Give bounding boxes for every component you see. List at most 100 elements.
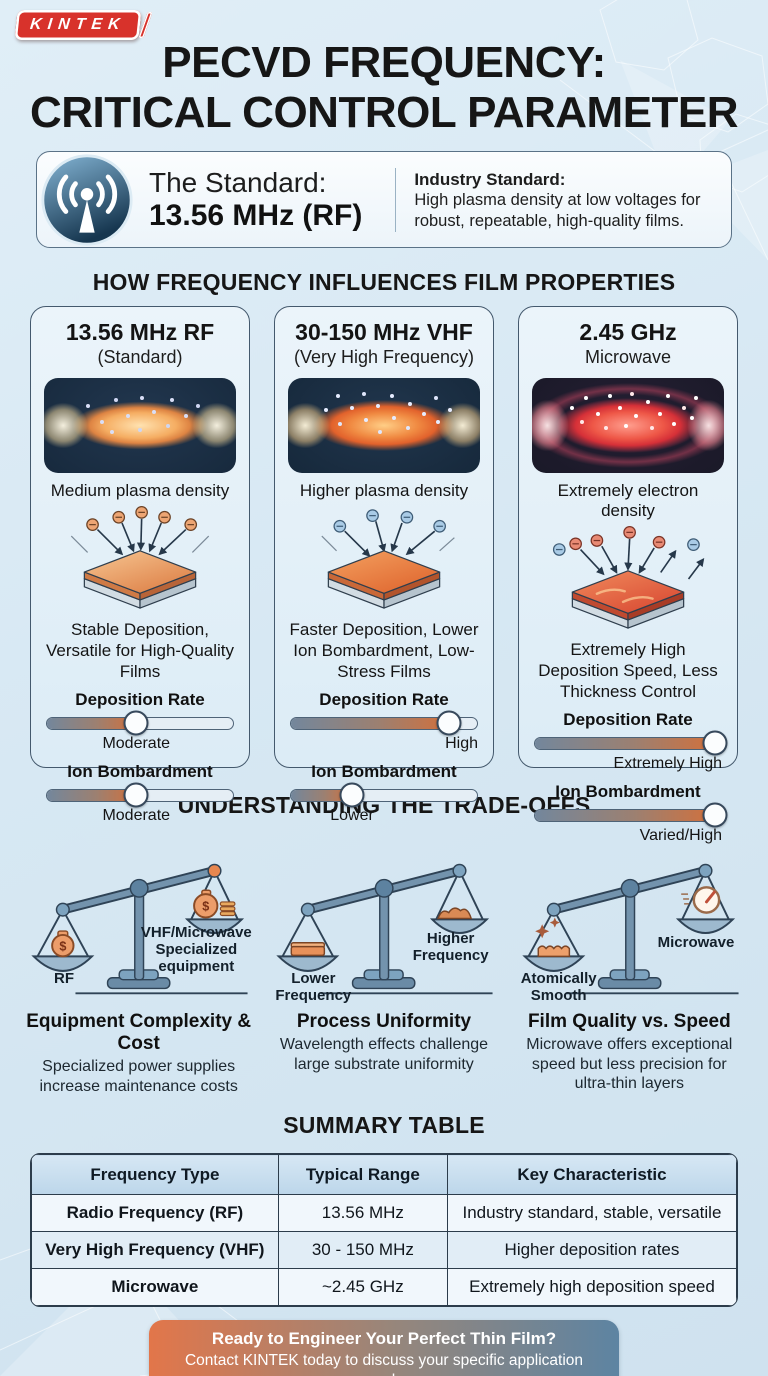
- page-title-line2: CRITICAL CONTROL PARAMETER: [29, 87, 739, 137]
- summary-table: Frequency Type Typical Range Key Charact…: [30, 1153, 738, 1308]
- page-title-line1: PECVD FREQUENCY:: [162, 38, 606, 87]
- card-description: Faster Deposition, Lower Ion Bombardment…: [289, 620, 479, 681]
- balance-scale-icon: Atomically Smooth Microwave: [513, 823, 746, 1009]
- svg-text:$: $: [202, 900, 209, 914]
- standard-label: The Standard:: [149, 166, 327, 198]
- scale-left-label: Atomically Smooth: [520, 970, 597, 1005]
- tradeoff-process-uniformity: Lower Frequency Higher Frequency Process…: [267, 823, 500, 1096]
- slider-track[interactable]: [534, 802, 728, 828]
- card-rf: 13.56 MHz RF (Standard) Medium plasma de…: [30, 306, 250, 824]
- ion-bombardment-slider: Ion Bombardment Moderate: [41, 762, 239, 827]
- card-description: Stable Deposition, Versatile for High-Qu…: [45, 620, 235, 681]
- deposition-rate-slider: Deposition Rate Moderate: [41, 690, 239, 755]
- slider-value: Lower: [330, 806, 374, 824]
- table-row: Very High Frequency (VHF) 30 - 150 MHz H…: [31, 1231, 737, 1270]
- card-title: 2.45 GHz: [579, 319, 677, 346]
- tradeoff-text: Wavelength effects challenge large subst…: [279, 1036, 489, 1073]
- tradeoff-equipment-cost: $ $ RF VHF/Microwave Specialized equipme…: [22, 823, 255, 1096]
- slider-knob[interactable]: [123, 782, 149, 808]
- slider-label: Ion Bombardment: [67, 761, 213, 781]
- card-title: 30-150 MHz VHF: [295, 319, 473, 346]
- scale-right-label: Microwave: [657, 934, 735, 952]
- contact-cta-button[interactable]: Ready to Engineer Your Perfect Thin Film…: [149, 1320, 619, 1376]
- standard-headline: The Standard: 13.56 MHz (RF): [149, 167, 389, 233]
- slider-fill: [47, 717, 137, 729]
- slider-knob[interactable]: [702, 730, 728, 756]
- ion-bombardment-slider: Ion Bombardment Lower: [285, 762, 483, 827]
- slider-track[interactable]: [46, 782, 234, 808]
- slider-track[interactable]: [290, 710, 478, 736]
- card-microwave: 2.45 GHz Microwave Extremely electron de…: [518, 306, 738, 844]
- cell-key-characteristic: Extremely high deposition speed: [446, 1268, 737, 1307]
- cell-key-characteristic: Higher deposition rates: [446, 1231, 737, 1270]
- column-header: Frequency Type: [31, 1154, 279, 1196]
- slider-label: Deposition Rate: [563, 709, 693, 729]
- tradeoff-quality-speed: Atomically Smooth Microwave Film Quality…: [513, 823, 746, 1096]
- slider-track[interactable]: [534, 730, 728, 756]
- cell-frequency-type: Radio Frequency (RF): [31, 1194, 279, 1233]
- table-header-row: Frequency Type Typical Range Key Charact…: [31, 1154, 737, 1196]
- tradeoffs-row: $ $ RF VHF/Microwave Specialized equipme…: [22, 823, 746, 1096]
- card-subtitle: (Very High Frequency): [293, 347, 475, 368]
- standard-value: 13.56 MHz (RF): [149, 198, 363, 232]
- tradeoff-title: Equipment Complexity & Cost: [26, 1011, 252, 1055]
- slider-fill: [535, 737, 716, 749]
- scale-left-label: RF: [54, 970, 74, 988]
- slider-track[interactable]: [290, 782, 478, 808]
- cell-typical-range: 13.56 MHz: [277, 1194, 448, 1233]
- section-heading-summary: SUMMARY TABLE: [283, 1112, 485, 1139]
- tradeoff-text: Specialized power supplies increase main…: [39, 1058, 238, 1095]
- cell-frequency-type: Very High Frequency (VHF): [31, 1231, 279, 1270]
- tradeoff-title: Process Uniformity: [296, 1011, 472, 1033]
- slider-fill: [291, 717, 450, 729]
- slider-value: Varied/High: [639, 826, 722, 844]
- slider-knob[interactable]: [123, 710, 149, 736]
- plasma-image-vhf: [288, 378, 480, 474]
- deposition-rate-slider: Deposition Rate Extremely High: [529, 709, 728, 775]
- scale-left-label: Lower Frequency: [275, 970, 352, 1005]
- slider-track[interactable]: [46, 710, 234, 736]
- card-description: Extremely High Deposition Speed, Less Th…: [538, 640, 718, 701]
- cta-title: Ready to Engineer Your Perfect Thin Film…: [211, 1329, 557, 1349]
- kintek-logo[interactable]: KINTEK: [14, 10, 142, 40]
- plasma-caption: Higher plasma density: [299, 481, 469, 501]
- plasma-image-microwave: [532, 378, 724, 474]
- cell-typical-range: 30 - 150 MHz: [277, 1231, 448, 1270]
- slider-fill: [291, 789, 353, 801]
- tradeoff-title: Film Quality vs. Speed: [527, 1011, 731, 1033]
- slider-fill: [47, 789, 137, 801]
- frequency-cards: 13.56 MHz RF (Standard) Medium plasma de…: [30, 306, 738, 844]
- slider-value: Moderate: [102, 806, 171, 824]
- cell-typical-range: ~2.45 GHz: [277, 1268, 448, 1307]
- deposition-icon-rf: [70, 506, 210, 610]
- table-row: Microwave ~2.45 GHz Extremely high depos…: [31, 1268, 737, 1307]
- industry-standard-text: High plasma density at low voltages for …: [414, 191, 701, 230]
- deposition-icon-vhf: [321, 509, 455, 610]
- cta-text: Contact KINTEK today to discuss your spe…: [184, 1351, 584, 1376]
- slider-knob[interactable]: [339, 782, 365, 808]
- table-row: Radio Frequency (RF) 13.56 MHz Industry …: [31, 1194, 737, 1233]
- slider-knob[interactable]: [702, 802, 728, 828]
- scale-right-label: Higher Frequency: [412, 930, 489, 965]
- card-subtitle: Microwave: [584, 347, 672, 368]
- cell-frequency-type: Microwave: [31, 1268, 279, 1307]
- industry-standard-note: Industry Standard: High plasma density a…: [414, 169, 731, 232]
- balance-scale-icon: $ $ RF VHF/Microwave Specialized equipme…: [22, 823, 255, 1009]
- slider-knob[interactable]: [436, 710, 462, 736]
- column-header: Key Characteristic: [446, 1154, 737, 1196]
- standard-card: The Standard: 13.56 MHz (RF) Industry St…: [36, 151, 732, 249]
- deposition-rate-slider: Deposition Rate High: [285, 690, 483, 755]
- plasma-image-rf: [44, 378, 236, 474]
- card-subtitle: (Standard): [97, 347, 183, 368]
- plasma-caption: Extremely electron density: [557, 481, 699, 521]
- tradeoff-text: Microwave offers exceptional speed but l…: [526, 1036, 733, 1093]
- section-heading-properties: HOW FREQUENCY INFLUENCES FILM PROPERTIES: [92, 269, 676, 296]
- divider: [394, 167, 397, 232]
- kintek-logo-text: KINTEK: [29, 16, 127, 33]
- column-header: Typical Range: [277, 1154, 448, 1196]
- card-vhf: 30-150 MHz VHF (Very High Frequency) Hig…: [274, 306, 494, 824]
- balance-scale-icon: Lower Frequency Higher Frequency: [267, 823, 500, 1009]
- ion-bombardment-slider: Ion Bombardment Varied/High: [529, 782, 728, 847]
- industry-standard-title: Industry Standard:: [414, 169, 566, 189]
- rf-antenna-icon: [41, 154, 133, 246]
